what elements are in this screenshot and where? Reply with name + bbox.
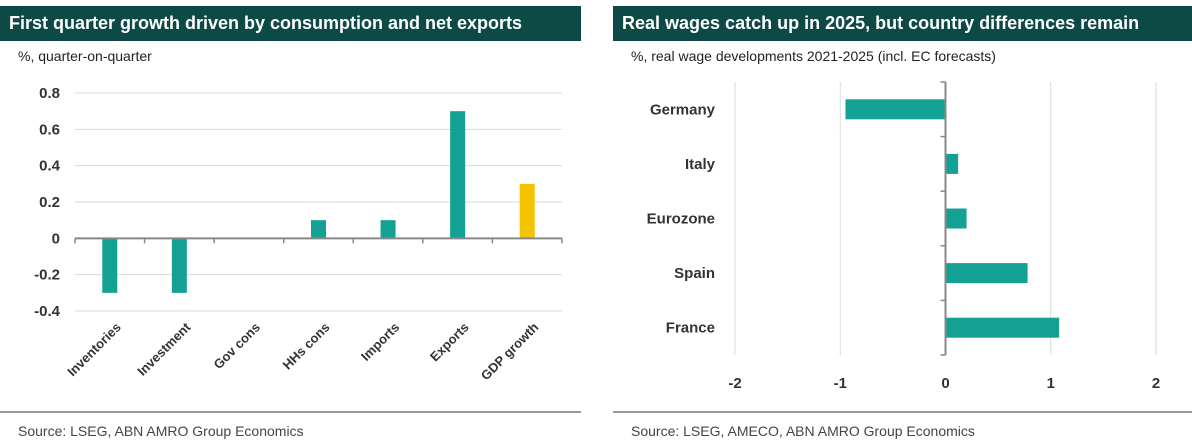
left-chart-title: First quarter growth driven by consumpti…	[0, 6, 581, 41]
right-category-label: Eurozone	[647, 211, 715, 228]
left-bar-imports	[380, 220, 396, 239]
left-bar-hhs-cons	[311, 220, 326, 239]
right-x-tick-label: -1	[834, 375, 847, 392]
right-chart-source: Source: LSEG, AMECO, ABN AMRO Group Econ…	[631, 423, 975, 439]
right-x-tick-label: 1	[1047, 375, 1055, 392]
left-bar-investment	[171, 238, 187, 293]
left-y-tick-label: -0.4	[34, 303, 61, 320]
right-bar-france	[945, 317, 1060, 338]
right-x-tick-label: -2	[728, 375, 741, 392]
left-bar-chart: -0.4 -0.2 0 0.2 0.4 0.6 0.8 Inventories Investme…	[34, 85, 563, 383]
right-bar-italy	[945, 153, 959, 174]
right-x-tick-label: 0	[941, 375, 949, 392]
left-y-tick-label: 0	[52, 230, 60, 247]
right-source-divider	[613, 411, 1192, 413]
right-bar-eurozone	[945, 208, 967, 229]
left-category-label: Exports	[427, 320, 472, 365]
left-category-label: Investment	[134, 319, 194, 379]
right-category-label: Spain	[674, 265, 715, 282]
right-chart-panel: Real wages catch up in 2025, but country…	[613, 0, 1192, 441]
left-category-label: HHs cons	[280, 320, 333, 373]
left-bar-gdp-growth	[519, 183, 535, 239]
left-y-tick-label: 0.8	[39, 85, 60, 102]
right-category-label: Germany	[650, 101, 716, 118]
left-category-label: Inventories	[64, 320, 124, 380]
right-chart-subtitle: %, real wage developments 2021-2025 (inc…	[631, 48, 996, 64]
right-bar-spain	[945, 263, 1028, 284]
right-category-label: France	[666, 320, 715, 337]
left-category-label: GDP growth	[478, 319, 542, 383]
right-chart-title: Real wages catch up in 2025, but country…	[613, 6, 1192, 41]
left-chart-source: Source: LSEG, ABN AMRO Group Economics	[18, 423, 304, 439]
left-category-label: Gov cons	[211, 320, 264, 373]
left-source-divider	[0, 411, 581, 413]
right-bar-chart: -2 -1 0 1 2 Germany Italy Eurozone Spain France	[647, 81, 1160, 392]
left-chart-subtitle: %, quarter-on-quarter	[18, 48, 152, 64]
left-y-tick-label: -0.2	[34, 267, 60, 284]
left-y-tick-label: 0.4	[39, 158, 61, 175]
left-bar-inventories	[102, 238, 118, 293]
right-category-label: Italy	[685, 156, 716, 173]
left-y-tick-label: 0.2	[39, 194, 60, 211]
left-y-tick-label: 0.6	[39, 121, 60, 138]
right-bar-germany	[845, 99, 946, 120]
left-chart-panel: First quarter growth driven by consumpti…	[0, 0, 581, 441]
left-bar-exports	[450, 111, 466, 239]
right-x-tick-label: 2	[1152, 375, 1160, 392]
left-category-label: Imports	[358, 320, 402, 364]
